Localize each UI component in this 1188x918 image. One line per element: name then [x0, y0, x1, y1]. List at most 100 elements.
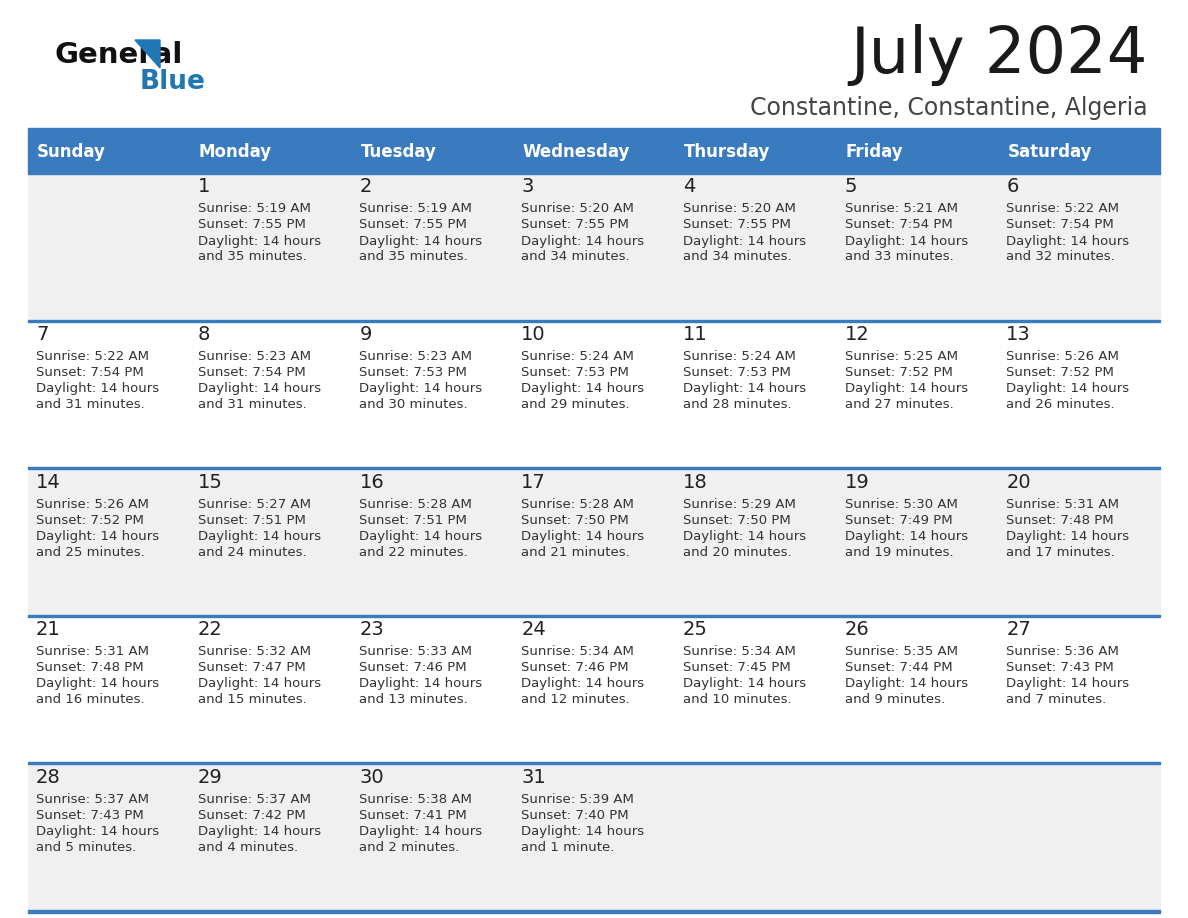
Text: Daylight: 14 hours: Daylight: 14 hours	[36, 825, 159, 838]
Text: Sunset: 7:43 PM: Sunset: 7:43 PM	[1006, 661, 1114, 675]
Text: and 21 minutes.: and 21 minutes.	[522, 545, 630, 559]
Text: 8: 8	[197, 325, 210, 344]
Text: Sunrise: 5:19 AM: Sunrise: 5:19 AM	[197, 203, 310, 216]
Text: and 26 minutes.: and 26 minutes.	[1006, 398, 1114, 411]
Text: Daylight: 14 hours: Daylight: 14 hours	[197, 677, 321, 690]
Text: and 30 minutes.: and 30 minutes.	[360, 398, 468, 411]
Text: Sunset: 7:46 PM: Sunset: 7:46 PM	[360, 661, 467, 675]
Text: Sunset: 7:50 PM: Sunset: 7:50 PM	[522, 514, 628, 527]
Text: Daylight: 14 hours: Daylight: 14 hours	[522, 677, 644, 690]
Bar	[190, 132, 352, 172]
Text: Sunrise: 5:24 AM: Sunrise: 5:24 AM	[522, 350, 634, 364]
Text: Daylight: 14 hours: Daylight: 14 hours	[845, 530, 968, 543]
Text: Blue: Blue	[140, 69, 206, 95]
Text: 13: 13	[1006, 325, 1031, 344]
Text: Sunrise: 5:37 AM: Sunrise: 5:37 AM	[36, 793, 148, 806]
Text: Daylight: 14 hours: Daylight: 14 hours	[197, 530, 321, 543]
Bar	[29, 910, 1159, 913]
Text: Sunrise: 5:32 AM: Sunrise: 5:32 AM	[197, 645, 311, 658]
Text: Sunrise: 5:38 AM: Sunrise: 5:38 AM	[360, 793, 473, 806]
Text: Sunset: 7:43 PM: Sunset: 7:43 PM	[36, 809, 144, 822]
Bar	[352, 132, 513, 172]
Text: July 2024: July 2024	[851, 24, 1148, 86]
Text: Daylight: 14 hours: Daylight: 14 hours	[522, 382, 644, 395]
Bar	[29, 615, 1159, 617]
Text: Daylight: 14 hours: Daylight: 14 hours	[36, 677, 159, 690]
Text: Sunrise: 5:19 AM: Sunrise: 5:19 AM	[360, 203, 473, 216]
Text: 28: 28	[36, 767, 61, 787]
Text: Sunset: 7:55 PM: Sunset: 7:55 PM	[197, 218, 305, 231]
Text: Sunrise: 5:26 AM: Sunrise: 5:26 AM	[1006, 350, 1119, 364]
Bar	[29, 467, 1159, 615]
Text: Sunrise: 5:27 AM: Sunrise: 5:27 AM	[197, 498, 311, 510]
Text: Monday: Monday	[198, 143, 272, 161]
Text: 19: 19	[845, 473, 870, 492]
Text: Daylight: 14 hours: Daylight: 14 hours	[522, 234, 644, 248]
Text: Daylight: 14 hours: Daylight: 14 hours	[1006, 382, 1130, 395]
Text: and 29 minutes.: and 29 minutes.	[522, 398, 630, 411]
Text: and 13 minutes.: and 13 minutes.	[360, 693, 468, 706]
Text: and 7 minutes.: and 7 minutes.	[1006, 693, 1106, 706]
Bar	[29, 172, 1159, 174]
Text: 7: 7	[36, 325, 49, 344]
Text: Sunset: 7:53 PM: Sunset: 7:53 PM	[683, 366, 791, 379]
Text: Sunrise: 5:33 AM: Sunrise: 5:33 AM	[360, 645, 473, 658]
Bar	[29, 319, 1159, 321]
Text: Sunset: 7:52 PM: Sunset: 7:52 PM	[845, 366, 953, 379]
Text: Saturday: Saturday	[1007, 143, 1092, 161]
Text: and 27 minutes.: and 27 minutes.	[845, 398, 953, 411]
Text: and 4 minutes.: and 4 minutes.	[197, 841, 298, 854]
Text: Sunrise: 5:37 AM: Sunrise: 5:37 AM	[197, 793, 311, 806]
Text: Sunrise: 5:34 AM: Sunrise: 5:34 AM	[683, 645, 796, 658]
Bar	[29, 615, 1159, 763]
Text: 20: 20	[1006, 473, 1031, 492]
Text: Sunset: 7:54 PM: Sunset: 7:54 PM	[845, 218, 953, 231]
Text: Sunset: 7:55 PM: Sunset: 7:55 PM	[360, 218, 467, 231]
Text: and 20 minutes.: and 20 minutes.	[683, 545, 791, 559]
Text: Sunrise: 5:28 AM: Sunrise: 5:28 AM	[360, 498, 473, 510]
Text: Sunset: 7:55 PM: Sunset: 7:55 PM	[522, 218, 628, 231]
Text: Sunrise: 5:36 AM: Sunrise: 5:36 AM	[1006, 645, 1119, 658]
Bar	[513, 132, 675, 172]
Bar	[29, 763, 1159, 910]
Text: Tuesday: Tuesday	[360, 143, 436, 161]
Text: Sunrise: 5:28 AM: Sunrise: 5:28 AM	[522, 498, 634, 510]
Text: Sunrise: 5:31 AM: Sunrise: 5:31 AM	[1006, 498, 1119, 510]
Text: Sunset: 7:45 PM: Sunset: 7:45 PM	[683, 661, 790, 675]
Bar	[998, 132, 1159, 172]
Bar	[29, 172, 1159, 319]
Text: Thursday: Thursday	[684, 143, 770, 161]
Text: and 12 minutes.: and 12 minutes.	[522, 693, 630, 706]
Text: Sunset: 7:49 PM: Sunset: 7:49 PM	[845, 514, 953, 527]
Text: Sunrise: 5:20 AM: Sunrise: 5:20 AM	[683, 203, 796, 216]
Text: and 1 minute.: and 1 minute.	[522, 841, 614, 854]
Bar	[29, 132, 190, 172]
Text: Daylight: 14 hours: Daylight: 14 hours	[360, 677, 482, 690]
Text: Daylight: 14 hours: Daylight: 14 hours	[197, 234, 321, 248]
Text: Daylight: 14 hours: Daylight: 14 hours	[683, 677, 805, 690]
Text: 18: 18	[683, 473, 708, 492]
Text: Sunrise: 5:24 AM: Sunrise: 5:24 AM	[683, 350, 796, 364]
Text: 11: 11	[683, 325, 708, 344]
Text: Sunrise: 5:39 AM: Sunrise: 5:39 AM	[522, 793, 634, 806]
Text: Sunrise: 5:35 AM: Sunrise: 5:35 AM	[845, 645, 958, 658]
Text: Daylight: 14 hours: Daylight: 14 hours	[845, 234, 968, 248]
Text: and 24 minutes.: and 24 minutes.	[197, 545, 307, 559]
Text: 10: 10	[522, 325, 545, 344]
Text: Friday: Friday	[846, 143, 903, 161]
Text: Sunset: 7:51 PM: Sunset: 7:51 PM	[360, 514, 467, 527]
Text: Sunrise: 5:31 AM: Sunrise: 5:31 AM	[36, 645, 148, 658]
Text: 21: 21	[36, 621, 61, 639]
Text: 4: 4	[683, 177, 695, 196]
Text: Daylight: 14 hours: Daylight: 14 hours	[197, 382, 321, 395]
Text: and 31 minutes.: and 31 minutes.	[197, 398, 307, 411]
Bar	[29, 763, 1159, 765]
Text: 1: 1	[197, 177, 210, 196]
Text: and 35 minutes.: and 35 minutes.	[360, 251, 468, 263]
Text: Sunrise: 5:23 AM: Sunrise: 5:23 AM	[197, 350, 311, 364]
Text: Daylight: 14 hours: Daylight: 14 hours	[1006, 677, 1130, 690]
Text: Daylight: 14 hours: Daylight: 14 hours	[197, 825, 321, 838]
Text: Daylight: 14 hours: Daylight: 14 hours	[360, 825, 482, 838]
Text: 30: 30	[360, 767, 384, 787]
Text: 6: 6	[1006, 177, 1018, 196]
